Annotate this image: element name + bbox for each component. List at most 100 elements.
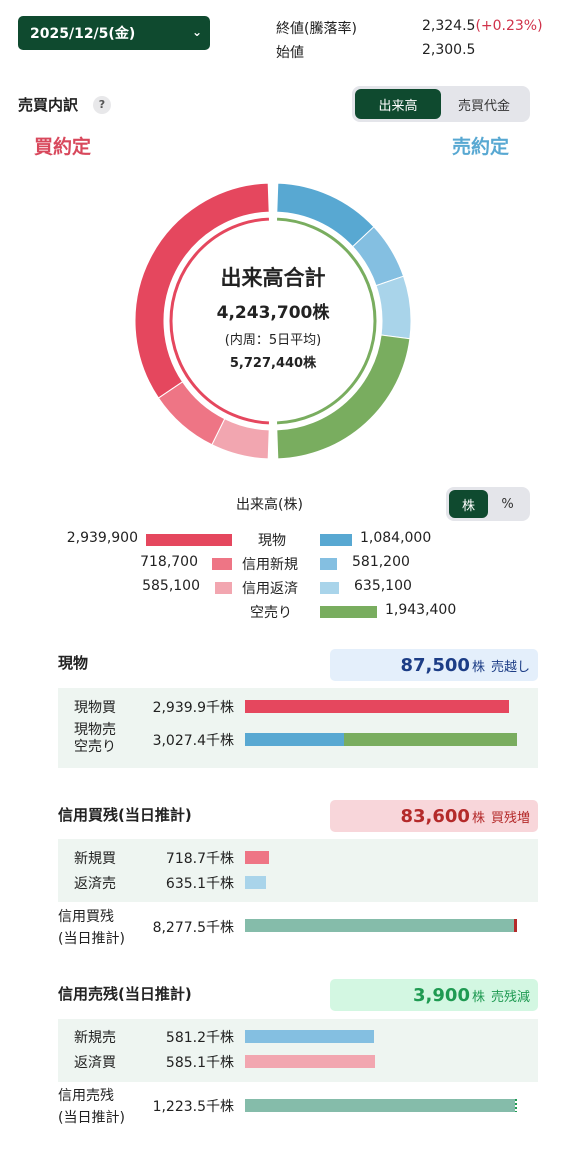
date-select[interactable]: 2025/12/5(金) ⌄: [18, 16, 210, 50]
margin-sell-badge: 3,900 株 売残減: [330, 979, 538, 1011]
margin-buy-badge-unit: 株: [471, 810, 485, 826]
spot-row-label-line: 現物売: [74, 722, 116, 738]
margin-buy-title: 信用買残(当日推計): [58, 806, 192, 824]
margin-sell-panel: [58, 1019, 538, 1082]
legend-swatch-short-sell: [320, 606, 377, 618]
toggle-shares[interactable]: 株: [449, 490, 488, 518]
margin-buy-increase-bar: [514, 919, 517, 932]
spot-title: 現物: [58, 654, 89, 672]
margin-sell-decrease-bar: [515, 1099, 517, 1112]
spot-badge: 87,500 株 売越し: [330, 649, 538, 681]
legend-label: 空売り: [250, 605, 292, 621]
margin-sell-badge-text: 売残減: [490, 989, 530, 1005]
legend-swatch-spot-sell: [320, 534, 352, 546]
legend-table: 2,939,900 現物 1,084,000 718,700 信用新規 581,…: [0, 530, 576, 626]
margin-new-buy-bar: [245, 851, 269, 864]
legend-swatch-margin-new-buy: [212, 558, 232, 570]
spot-badge-text: 売越し: [490, 659, 530, 675]
spot-row-label: 現物売 空売り: [74, 722, 116, 756]
spot-row-value: 2,939.9千株: [152, 700, 234, 716]
volume-value-toggle: 出来高 売買代金: [352, 86, 530, 122]
margin-buy-row-label: 新規買: [74, 851, 116, 867]
donut-center: 出来高合計 4,243,700株 (内周：5日平均) 5,727,440株: [188, 262, 358, 371]
short-sell-bar: [344, 733, 517, 746]
margin-sell-title: 信用売残(当日推計): [58, 985, 192, 1003]
margin-buy-badge-text: 買残増: [490, 810, 530, 826]
close-label: 終値(騰落率): [276, 21, 357, 37]
margin-buy-panel: [58, 839, 538, 902]
margin-repay-sell-bar: [245, 876, 266, 889]
spot-sell-bar: [245, 733, 344, 746]
toggle-trading-value[interactable]: 売買代金: [457, 98, 510, 114]
legend-right-value: 581,200: [352, 554, 410, 570]
margin-sell-badge-unit: 株: [471, 989, 485, 1005]
legend-left-value: 718,700: [140, 554, 198, 570]
center-total: 4,243,700株: [216, 303, 330, 323]
inner-ring-sell: [275, 216, 378, 426]
legend-label: 信用返済: [242, 581, 298, 597]
spot-row-label: 現物買: [74, 700, 116, 716]
donut-slice: [276, 182, 375, 248]
legend-unit-label: 出来高(株): [236, 497, 303, 513]
breakdown-title: 売買内訳: [18, 96, 79, 114]
legend-label: 信用新規: [242, 557, 298, 573]
legend-left-value: 585,100: [142, 578, 200, 594]
donut-slice: [211, 418, 270, 460]
sell-title: 売約定: [452, 136, 510, 158]
spot-badge-num: 87,500: [400, 654, 470, 676]
open-value: 2,300.5: [422, 42, 476, 58]
margin-buy-row-label: 返済売: [74, 876, 116, 892]
help-icon[interactable]: ?: [93, 96, 111, 114]
legend-right-value: 1,084,000: [360, 530, 432, 546]
legend-right-value: 635,100: [354, 578, 412, 594]
margin-new-sell-bar: [245, 1030, 374, 1043]
margin-buy-row-label-line: (当日推計): [58, 931, 125, 947]
center-avg: 5,727,440株: [229, 356, 317, 371]
donut-slice: [375, 275, 412, 340]
margin-buy-row-value: 8,277.5千株: [152, 920, 234, 936]
legend-left-value: 2,939,900: [66, 530, 138, 546]
margin-buy-badge-num: 83,600: [400, 805, 470, 827]
legend-swatch-margin-new-sell: [320, 558, 337, 570]
margin-sell-row-label-line: 信用売残: [58, 1088, 114, 1104]
legend-label: 現物: [258, 533, 286, 549]
center-title: 出来高合計: [220, 266, 326, 290]
margin-sell-badge-num: 3,900: [413, 984, 470, 1006]
volume-donut-chart: [134, 176, 412, 466]
margin-sell-row-value: 585.1千株: [165, 1055, 234, 1071]
toggle-percent[interactable]: %: [501, 496, 514, 512]
margin-buy-badge: 83,600 株 買残増: [330, 800, 538, 832]
margin-buy-row-label: 信用買残 (当日推計): [58, 906, 125, 950]
margin-sell-row-value: 581.2千株: [165, 1030, 234, 1046]
legend-right-value: 1,943,400: [385, 602, 457, 618]
margin-sell-row-label: 新規売: [74, 1030, 116, 1046]
margin-sell-row-label: 信用売残 (当日推計): [58, 1085, 125, 1129]
toggle-volume[interactable]: 出来高: [355, 89, 441, 119]
legend-swatch-margin-repay-sell: [320, 582, 339, 594]
open-label: 始値: [276, 45, 304, 61]
donut-divider: [270, 176, 276, 466]
unit-toggle: 株 %: [446, 487, 530, 521]
legend-swatch-margin-repay-buy: [215, 582, 232, 594]
spot-row-label-line: 空売り: [74, 739, 116, 755]
close-change: (+0.23%): [475, 18, 543, 34]
close-value: 2,324.5(+0.23%): [422, 18, 543, 34]
margin-buy-balance-bar: [245, 919, 514, 932]
date-select-value: 2025/12/5(金): [30, 26, 136, 42]
donut-slice: [157, 381, 226, 446]
margin-repay-buy-bar: [245, 1055, 375, 1068]
margin-sell-balance-bar: [245, 1099, 515, 1112]
legend-swatch-spot-buy: [146, 534, 232, 546]
margin-sell-row-label: 返済買: [74, 1055, 116, 1071]
inner-ring-buy: [168, 216, 271, 426]
spot-badge-unit: 株: [471, 659, 485, 675]
chevron-down-icon: ⌄: [191, 25, 202, 39]
margin-buy-row-label-line: 信用買残: [58, 909, 114, 925]
center-sub: (内周：5日平均): [224, 333, 322, 348]
margin-buy-row-value: 718.7千株: [165, 851, 234, 867]
margin-sell-row-label-line: (当日推計): [58, 1110, 125, 1126]
donut-slice: [276, 334, 411, 460]
margin-buy-row-value: 635.1千株: [165, 876, 234, 892]
buy-title: 買約定: [34, 136, 92, 158]
spot-buy-bar: [245, 700, 509, 713]
